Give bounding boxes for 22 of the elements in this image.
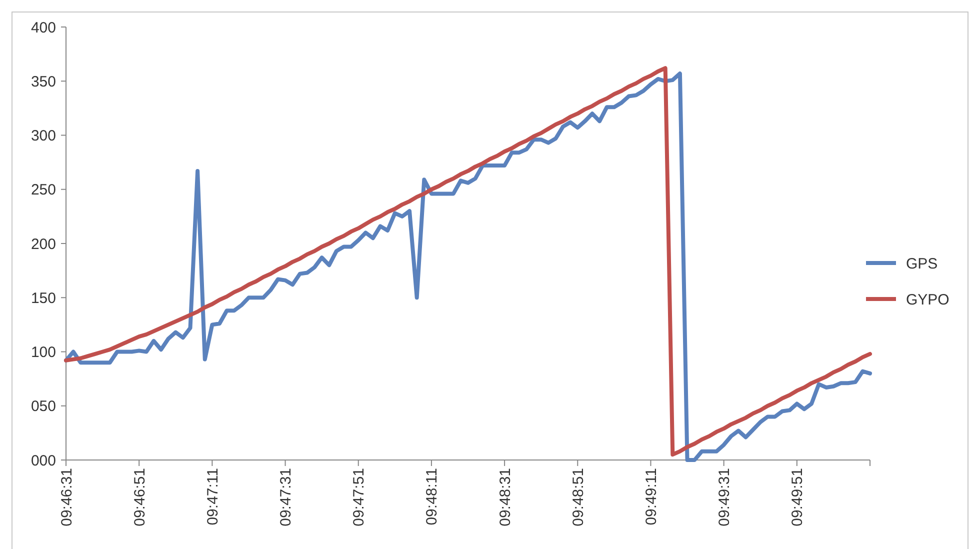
x-tick-label: 09:48:51 — [570, 468, 587, 526]
y-tick-label: 200 — [30, 236, 56, 253]
y-tick-label: 400 — [30, 19, 56, 36]
x-tick-label: 09:49:11 — [642, 468, 660, 526]
x-tick-label: 09:47:51 — [350, 468, 368, 526]
x-tick-label: 09:49:31 — [716, 468, 734, 526]
x-tick-label: 09:46:31 — [58, 468, 76, 526]
y-tick-label: 350 — [30, 73, 56, 90]
x-tick-label: 09:48:11 — [424, 468, 441, 526]
y-tick-label: 100 — [30, 344, 56, 361]
x-tick-label: 09:46:51 — [131, 468, 148, 526]
x-tick-label: 09:47:11 — [204, 468, 222, 526]
x-tick-label: 09:49:51 — [789, 468, 806, 526]
legend-label: GPS — [906, 255, 938, 272]
x-tick-label: 09:48:31 — [496, 468, 514, 526]
y-tick-label: 000 — [30, 452, 56, 470]
y-tick-label: 250 — [30, 182, 56, 199]
y-tick-label: 150 — [30, 290, 56, 307]
x-tick-label: 09:47:31 — [278, 468, 295, 526]
y-tick-label: 050 — [30, 398, 56, 416]
legend-label: GYPO — [906, 291, 950, 308]
y-tick-label: 300 — [30, 128, 56, 144]
